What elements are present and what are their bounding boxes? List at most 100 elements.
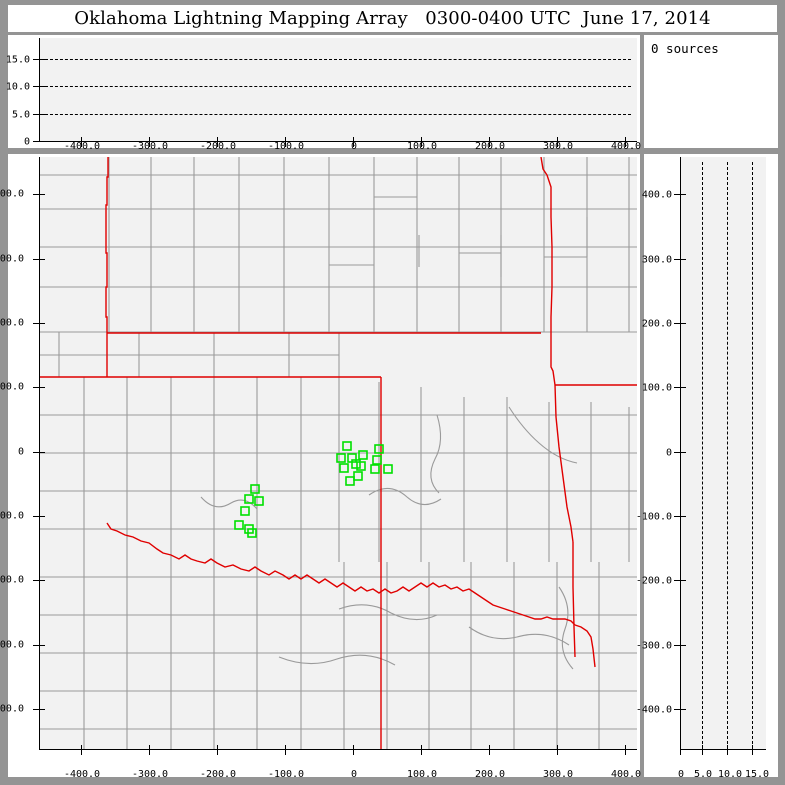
ns-ytick-label: 300.0	[641, 254, 672, 266]
map-ytick-label: 100.0	[0, 381, 24, 393]
map-xtick-label: 200.0	[474, 769, 506, 780]
title-bar: Oklahoma Lightning Mapping Array 0300-04…	[8, 5, 777, 32]
ns-ytick	[674, 387, 686, 389]
map-ytick-label: -300.0	[0, 639, 24, 651]
xtick	[421, 137, 423, 147]
ns-ytick	[674, 516, 686, 518]
ns-ytick	[674, 452, 686, 454]
map-ytick-label: -100.0	[0, 510, 24, 522]
ns-ytick-label: -100.0	[635, 511, 672, 523]
ns-xtick	[752, 745, 754, 755]
map-ytick-label: 200.0	[0, 317, 24, 329]
map-ytick	[33, 516, 45, 518]
gridline-15	[752, 162, 753, 744]
map-xtick	[353, 745, 355, 755]
ns-ytick	[674, 259, 686, 261]
ns-ytick-label: -400.0	[635, 704, 672, 716]
map-xtick-label: -400.0	[63, 769, 101, 780]
altitude-ew-x-axis	[39, 141, 637, 143]
altitude-ns-x-axis	[680, 749, 766, 751]
xtick	[489, 137, 491, 147]
altitude-ew-ytick-label: 5.0	[11, 109, 30, 121]
source-count-panel: 0 sources	[644, 35, 778, 148]
altitude-ew-xtick-label: 400.0	[610, 141, 642, 152]
altitude-ew-ytick-label: 15.0	[5, 54, 30, 66]
ns-ytick-label: -300.0	[635, 640, 672, 652]
map-xtick-label: 0	[350, 769, 358, 780]
ns-xtick	[702, 745, 704, 755]
altitude-ns-panel: 400.0 300.0 200.0 100.0 0 -100.0 -200.0 …	[636, 154, 778, 777]
ns-ytick	[674, 580, 686, 582]
map-geometry	[39, 157, 637, 749]
altitude-ew-xtick-label: 0	[350, 141, 358, 152]
altitude-ew-xtick-label: 100.0	[406, 141, 438, 152]
ns-ytick	[674, 323, 686, 325]
gridline-10	[45, 86, 631, 87]
map-xtick	[217, 745, 219, 755]
altitude-ew-y-axis	[39, 38, 41, 141]
source-markers	[234, 441, 393, 538]
xtick	[353, 137, 355, 147]
altitude-ew-xtick-label: -300.0	[131, 141, 169, 152]
map-ytick-label: 300.0	[0, 253, 24, 265]
map-ytick-label: -400.0	[0, 703, 24, 715]
gridline-15	[45, 59, 631, 60]
ns-xtick-label: 5.0	[693, 769, 713, 780]
ytick-5	[33, 114, 45, 116]
ns-ytick-label: 400.0	[641, 189, 672, 201]
ns-ytick-label: 0	[665, 447, 672, 459]
ns-ytick	[674, 194, 686, 196]
ytick-10	[33, 86, 45, 88]
xtick	[81, 137, 83, 147]
map-ytick	[33, 194, 45, 196]
ytick-0	[33, 141, 45, 143]
map-panel[interactable]	[8, 154, 640, 777]
map-xtick-label: -100.0	[267, 769, 305, 780]
map-ytick-label: -200.0	[0, 574, 24, 586]
map-xtick	[421, 745, 423, 755]
ytick-15	[33, 59, 45, 61]
ns-ytick	[674, 709, 686, 711]
gridline-5	[702, 162, 703, 744]
ns-ytick-label: 200.0	[641, 318, 672, 330]
xtick	[557, 137, 559, 147]
xtick	[285, 137, 287, 147]
map-xtick-label: -200.0	[199, 769, 237, 780]
map-ytick	[33, 387, 45, 389]
map-ytick	[33, 580, 45, 582]
ns-xtick-label: 0	[677, 769, 685, 780]
map-xtick-label: 100.0	[406, 769, 438, 780]
altitude-ew-xtick-label: -400.0	[63, 141, 101, 152]
ns-ytick-label: -200.0	[635, 575, 672, 587]
altitude-ew-xtick-label: 200.0	[474, 141, 506, 152]
map-x-axis	[39, 749, 637, 751]
gridline-5	[45, 114, 631, 115]
map-ytick	[33, 645, 45, 647]
map-xtick-label: 400.0	[610, 769, 642, 780]
altitude-ew-panel: 15.0 10.0 5.0 0	[6, 35, 640, 148]
map-xtick-label: -300.0	[131, 769, 169, 780]
map-xtick	[489, 745, 491, 755]
xtick	[149, 137, 151, 147]
xtick	[217, 137, 219, 147]
altitude-ew-xtick-label: -100.0	[267, 141, 305, 152]
altitude-ew-ytick-label: 0	[23, 136, 30, 148]
gridline-10	[727, 162, 728, 744]
source-count-label: 0 sources	[651, 41, 719, 56]
ns-ytick	[674, 645, 686, 647]
altitude-ew-plot-area	[39, 38, 637, 141]
altitude-ew-xtick-label: 300.0	[542, 141, 574, 152]
map-xtick	[625, 745, 627, 755]
map-ytick-label: 400.0	[0, 188, 24, 200]
altitude-ew-xtick-label: -200.0	[199, 141, 237, 152]
map-xtick-label: 300.0	[542, 769, 574, 780]
ns-xtick	[727, 745, 729, 755]
ns-ytick-label: 100.0	[641, 382, 672, 394]
map-ytick	[33, 709, 45, 711]
map-xtick	[81, 745, 83, 755]
page-title: Oklahoma Lightning Mapping Array 0300-04…	[74, 8, 711, 29]
ns-xtick	[680, 745, 682, 755]
map-ytick-label: 0	[17, 446, 24, 458]
ns-xtick-label: 15.0	[744, 769, 770, 780]
